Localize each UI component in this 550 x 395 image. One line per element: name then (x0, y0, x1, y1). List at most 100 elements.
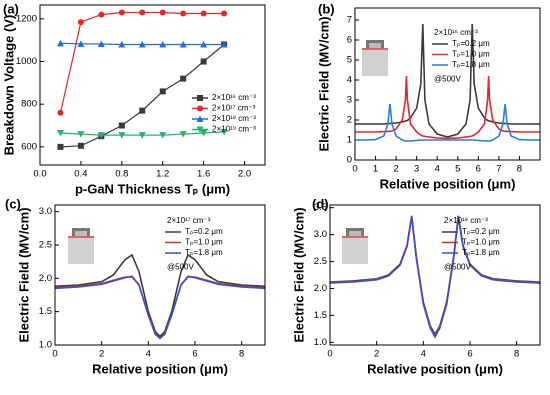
marker (97, 40, 105, 48)
device-gate-inner (369, 43, 381, 48)
x-tick-label: 8 (517, 164, 522, 175)
x-tick-label: 1.2 (156, 169, 169, 180)
y-axis-label: Electric Field (MV/cm) (291, 207, 306, 342)
y-tick-label: 3.0 (39, 206, 52, 217)
x-tick-label: 6 (467, 349, 472, 360)
marker (56, 39, 64, 47)
series-line (330, 216, 540, 339)
marker (77, 40, 85, 47)
series-line (55, 253, 265, 338)
legend-label: Tₚ=1.8 μm (452, 60, 490, 69)
y-tick-label: 800 (21, 99, 37, 110)
x-tick-label: 2 (374, 349, 379, 360)
marker (139, 107, 146, 114)
legend-label: 2×10¹⁸ cm⁻³ (212, 114, 256, 123)
legend-label: Tₚ=1.0 μm (185, 238, 223, 247)
series-line (355, 23, 540, 138)
y-tick-label: 2.5 (39, 240, 52, 251)
x-axis-label: Relative position (μm) (367, 361, 503, 376)
x-tick-label: 0 (327, 349, 332, 360)
panel-label: (b) (318, 1, 335, 16)
x-axis-label: Relative position (μm) (380, 176, 516, 191)
marker (77, 19, 84, 26)
x-tick-label: 2 (393, 164, 398, 175)
x-tick-label: 4 (146, 349, 151, 360)
y-tick-label: 7 (347, 15, 352, 26)
series-line (355, 103, 540, 142)
y-tick-label: 0 (347, 155, 352, 166)
panel-label: (d) (312, 196, 329, 211)
x-tick-label: 0 (52, 349, 57, 360)
y-tick-label: 6 (347, 35, 352, 46)
y-tick-label: 1200 (16, 13, 37, 24)
device-gate-inner (75, 231, 87, 236)
marker (57, 143, 64, 150)
marker (179, 40, 187, 48)
x-tick-label: 6 (476, 164, 481, 175)
legend-label: Tₚ=0.2 μm (185, 227, 223, 236)
plot-frame (354, 7, 541, 161)
series-line (355, 75, 540, 140)
marker (196, 115, 204, 122)
annotation: @500V (167, 263, 194, 272)
x-tick-label: 5 (455, 164, 460, 175)
y-tick-label: 1 (347, 135, 352, 146)
marker (56, 130, 64, 137)
legend-label: 2×10¹⁷ cm⁻³ (212, 104, 256, 113)
series-line (55, 275, 265, 340)
marker (180, 10, 187, 17)
plot-frame (54, 204, 266, 346)
x-tick-label: 6 (192, 349, 197, 360)
x-tick-label: 4 (421, 349, 426, 360)
y-tick-label: 600 (21, 141, 37, 152)
x-tick-label: 2 (99, 349, 104, 360)
legend-label: 2×10¹⁹ cm⁻³ (212, 125, 256, 134)
y-tick-label: 2 (347, 115, 352, 126)
marker (138, 40, 146, 48)
y-tick-label: 2.5 (314, 256, 327, 267)
panel-label: (a) (3, 1, 19, 16)
device-body (68, 236, 94, 264)
x-tick-label: 7 (496, 164, 501, 175)
y-axis-label: Electric Field (MV/cm) (316, 16, 331, 151)
device-gate-inner (349, 231, 361, 236)
x-tick-label: 4 (435, 164, 440, 175)
x-tick-label: 0.4 (74, 169, 87, 180)
marker (139, 9, 146, 16)
marker (196, 126, 204, 133)
x-tick-label: 0 (352, 164, 357, 175)
legend-label: Tₚ=1.8 μm (185, 248, 223, 257)
marker (200, 10, 207, 17)
y-tick-label: 5 (347, 55, 352, 66)
x-tick-label: 8 (239, 349, 244, 360)
marker (77, 131, 85, 138)
annotation: 2×10¹⁶ cm⁻³ (434, 28, 478, 37)
marker (220, 40, 228, 48)
x-tick-label: 0.8 (115, 169, 128, 180)
marker (159, 88, 166, 95)
marker (197, 105, 203, 112)
marker (57, 109, 64, 116)
plot-frame (39, 4, 266, 166)
marker (118, 40, 126, 48)
legend-label: Tₚ=1.8 μm (462, 248, 500, 257)
x-tick-label: 1.6 (197, 169, 210, 180)
x-tick-label: 3 (414, 164, 419, 175)
annotation: 2×10¹⁸ cm⁻³ (444, 216, 488, 225)
legend-label: Tₚ=1.0 μm (452, 50, 490, 59)
marker (180, 75, 187, 82)
marker (118, 122, 125, 129)
legend-label: Tₚ=1.0 μm (462, 238, 500, 247)
y-tick-label: 1.5 (39, 306, 52, 317)
marker (118, 9, 125, 16)
marker (118, 132, 126, 139)
device-body (342, 236, 368, 264)
y-axis-label: Electric Field (MV/cm) (16, 207, 31, 342)
y-tick-label: 1000 (16, 56, 37, 67)
annotation: @500V (434, 75, 461, 84)
x-axis-label: Relative position (μm) (92, 361, 228, 376)
x-tick-label: 8 (514, 349, 519, 360)
panel-label: (c) (5, 196, 21, 211)
marker (98, 11, 105, 18)
